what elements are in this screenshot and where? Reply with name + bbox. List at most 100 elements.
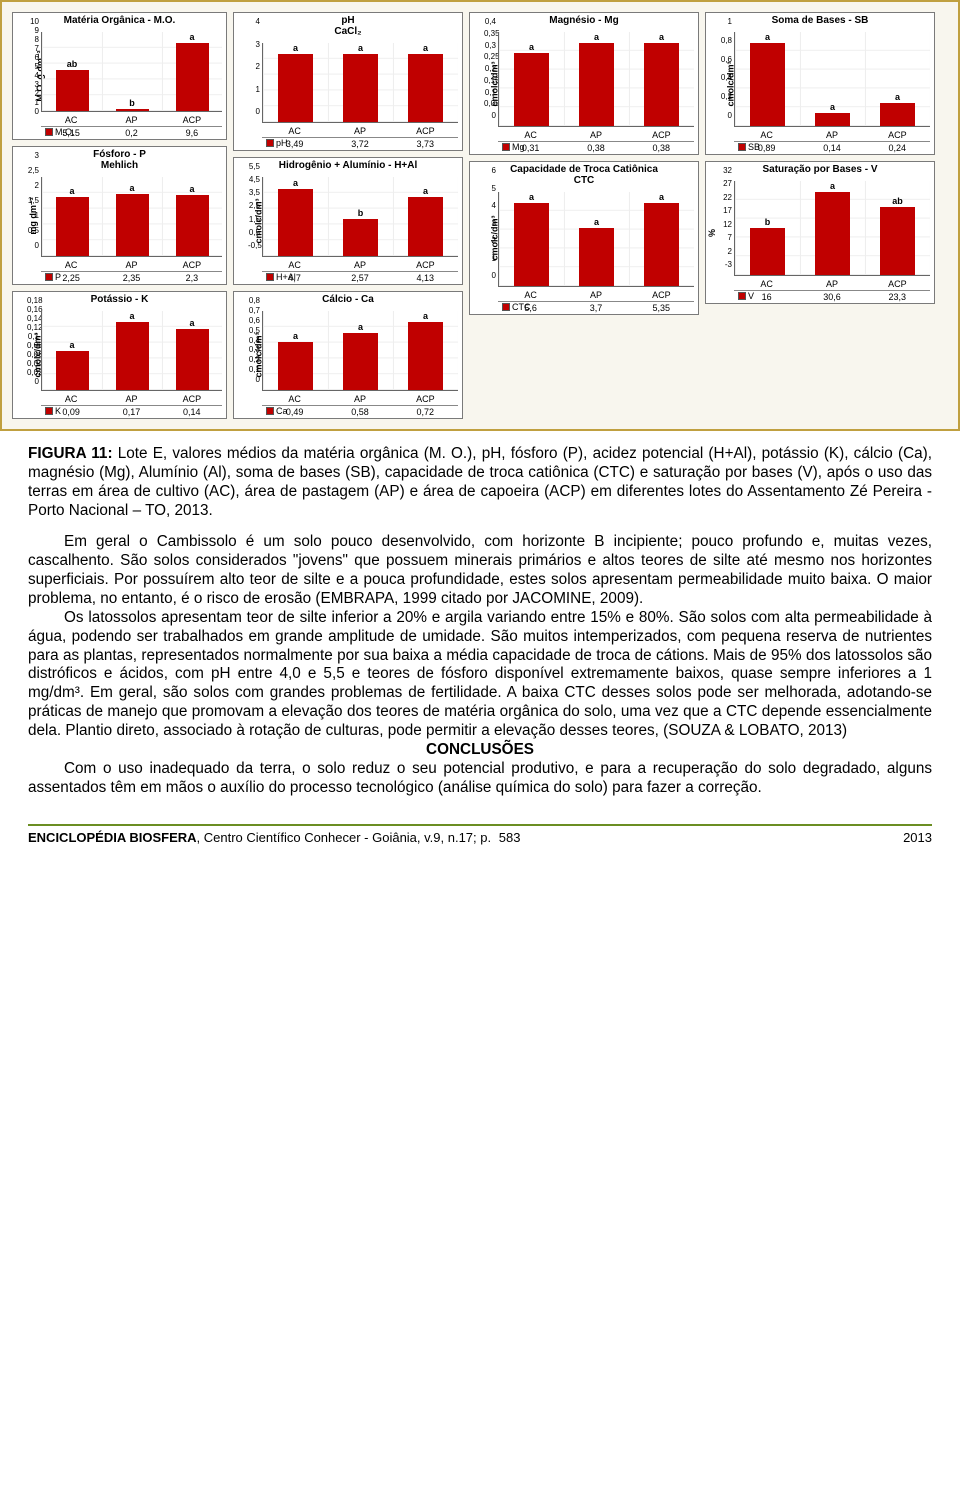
- bar-mo-2: a: [162, 32, 222, 111]
- bar-letter: a: [358, 322, 363, 332]
- bar-rect: [176, 329, 209, 390]
- yticks-h_al: 5,54,53,52,51,50,5-0,5: [248, 162, 260, 250]
- bar-rect: [176, 43, 209, 111]
- bars-p: a a a: [42, 177, 222, 256]
- legend-ctc: CTC: [502, 302, 531, 312]
- chart-title-p: Fósforo - PMehlich: [13, 147, 226, 173]
- chart-p: Fósforo - PMehlich mg dm⁻³ 32,521,510,50…: [12, 146, 227, 285]
- bar-rect: [514, 203, 550, 286]
- plot-ctc: a a a: [498, 192, 694, 287]
- bar-sb-2: a: [865, 32, 930, 126]
- datarow-ph: pH 3,493,723,73: [262, 137, 458, 150]
- yticks-ctc: 6543210: [484, 166, 496, 280]
- bar-ca-0: a: [263, 311, 328, 390]
- yticks-mg: 0,40,350,30,250,20,150,10,050: [484, 17, 496, 120]
- datarow-h_al: H+Al 4,72,574,13: [262, 271, 458, 284]
- footer-left: ENCICLOPÉDIA BIOSFERA, Centro Científico…: [28, 830, 520, 845]
- bar-rect: [579, 43, 615, 126]
- yticks-mo: 109876543210: [27, 17, 39, 105]
- bar-letter: a: [529, 192, 534, 202]
- chart-ca: Cálcio - Ca cmolc/dm³ 0,80,70,60,50,40,3…: [233, 291, 463, 419]
- bar-letter: a: [765, 32, 770, 42]
- body-text: FIGURA 11: Lote E, valores médios da mat…: [0, 439, 960, 798]
- legend-square-icon: [45, 273, 53, 281]
- bar-p-1: a: [102, 177, 162, 256]
- legend-square-icon: [502, 143, 510, 151]
- bar-rect: [56, 70, 89, 111]
- bar-sb-0: a: [735, 32, 800, 126]
- bar-ca-2: a: [393, 311, 458, 390]
- datarow-ctc: CTC 5,63,75,35: [498, 301, 694, 314]
- plot-mo: ab b a: [41, 32, 222, 112]
- legend-square-icon: [266, 407, 274, 415]
- chart-h_al: Hidrogênio + Alumínio - H+Al cmolc/dm³ 5…: [233, 157, 463, 285]
- chart-title-h_al: Hidrogênio + Alumínio - H+Al: [234, 158, 462, 173]
- xrow-ca: ACAPACP: [262, 393, 458, 405]
- bar-rect: [408, 197, 444, 256]
- legend-square-icon: [266, 273, 274, 281]
- chart-title-v: Saturação por Bases - V: [706, 162, 934, 177]
- bar-letter: b: [129, 98, 135, 108]
- footer-journal: ENCICLOPÉDIA BIOSFERA: [28, 830, 197, 845]
- bars-ca: a a a: [263, 311, 458, 390]
- bar-letter: a: [189, 32, 194, 42]
- xrow-mo: ACAPACP: [41, 114, 222, 126]
- bar-letter: a: [69, 340, 74, 350]
- yticks-v: 322722171272-3: [720, 166, 732, 269]
- legend-p: P: [45, 272, 61, 282]
- datarow-sb: SB 0,890,140,24: [734, 141, 930, 154]
- bar-k-2: a: [162, 311, 222, 390]
- bars-h_al: a b a: [263, 177, 458, 256]
- bar-rect: [644, 43, 680, 126]
- datarow-p: P 2,252,352,3: [41, 271, 222, 284]
- chart-column: Magnésio - Mg cmolc/dm³ 0,40,350,30,250,…: [469, 12, 699, 419]
- plot-sb: a a a: [734, 32, 930, 127]
- bar-h_al-1: b: [328, 177, 393, 256]
- chart-mo: Matéria Orgânica - M.O. M.O. g dm⁻³ 1098…: [12, 12, 227, 140]
- conclusions-title: CONCLUSÕES: [28, 741, 932, 760]
- chart-title-mo: Matéria Orgânica - M.O.: [13, 13, 226, 28]
- bar-letter: a: [423, 311, 428, 321]
- bar-letter: a: [423, 186, 428, 196]
- y-label-v: %: [707, 228, 717, 236]
- bar-letter: a: [189, 184, 194, 194]
- bar-letter: a: [830, 181, 835, 191]
- bar-p-2: a: [162, 177, 222, 256]
- chart-mg: Magnésio - Mg cmolc/dm³ 0,40,350,30,250,…: [469, 12, 699, 155]
- chart-sb: Soma de Bases - SB cmolc/dm³ 10,80,60,40…: [705, 12, 935, 155]
- bar-rect: [579, 228, 615, 286]
- bar-rect: [880, 207, 916, 275]
- bar-k-1: a: [102, 311, 162, 390]
- chart-ctc: Capacidade de Troca CatiônicaCTC cmolc/d…: [469, 161, 699, 315]
- bar-letter: a: [594, 217, 599, 227]
- bar-v-0: b: [735, 181, 800, 275]
- chart-title-ctc: Capacidade de Troca CatiônicaCTC: [470, 162, 698, 188]
- legend-h_al: H+Al: [266, 272, 296, 282]
- chart-title-ph: pHCaCl₂: [234, 13, 462, 39]
- legend-square-icon: [45, 128, 53, 136]
- bar-rect: [278, 342, 314, 390]
- chart-title-ca: Cálcio - Ca: [234, 292, 462, 307]
- bar-rect: [514, 53, 550, 126]
- bar-letter: a: [594, 32, 599, 42]
- bar-letter: a: [830, 102, 835, 112]
- legend-square-icon: [738, 143, 746, 151]
- plot-p: a a a: [41, 177, 222, 257]
- bar-rect: [343, 333, 379, 390]
- para-1: Em geral o Cambissolo é um solo pouco de…: [28, 533, 932, 609]
- bar-rect: [815, 192, 851, 275]
- bar-sb-1: a: [800, 32, 865, 126]
- bar-ctc-2: a: [629, 192, 694, 286]
- chart-title-sb: Soma de Bases - SB: [706, 13, 934, 28]
- chart-ph: pHCaCl₂ 43210 a a a ACAPACP pH 3,493,723…: [233, 12, 463, 151]
- bar-letter: a: [293, 43, 298, 53]
- datarow-mg: Mg 0,310,380,38: [498, 141, 694, 154]
- bar-letter: a: [358, 43, 363, 53]
- chart-title-mg: Magnésio - Mg: [470, 13, 698, 28]
- caption-lead: FIGURA 11:: [28, 445, 113, 462]
- xrow-mg: ACAPACP: [498, 129, 694, 141]
- yticks-p: 32,521,510,50: [27, 151, 39, 250]
- bar-letter: a: [659, 32, 664, 42]
- legend-ph: pH: [266, 138, 288, 148]
- bar-rect: [343, 219, 379, 256]
